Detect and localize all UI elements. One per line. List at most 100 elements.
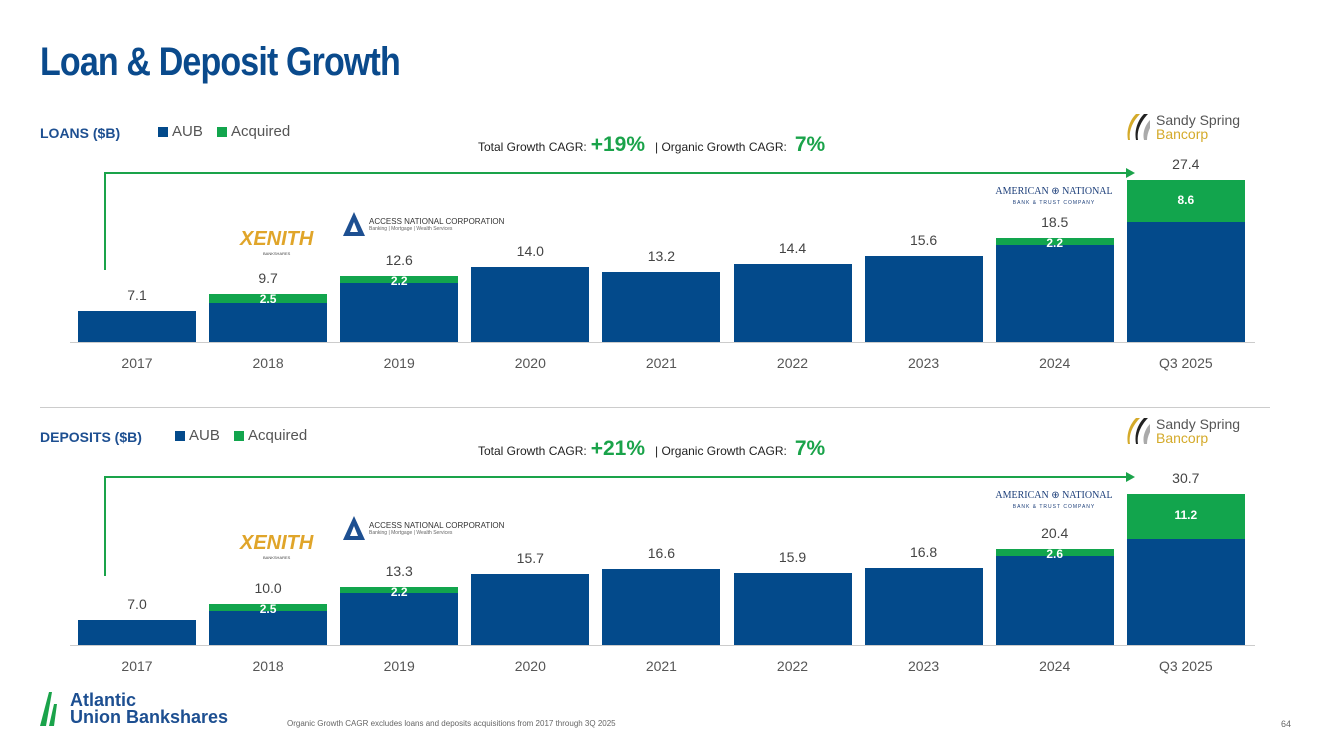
section-title: LOANS ($B) — [40, 125, 121, 141]
total-cagr-label: Total Growth CAGR: — [478, 444, 587, 458]
legend-label: AUB — [189, 427, 220, 444]
total-value-label: 30.7 — [1172, 470, 1200, 487]
acquired-value-label: 2.5 — [259, 602, 277, 617]
sandy-spring-logo: Sandy Spring Bancorp — [1126, 417, 1240, 445]
total-value-label: 14.0 — [516, 242, 544, 259]
bar-acquired — [1126, 180, 1245, 222]
bar-aub — [995, 556, 1114, 645]
x-tick-label: 2023 — [908, 355, 940, 371]
legend-label: AUB — [172, 123, 203, 140]
access-sub: Banking | Mortgage | Wealth Services — [369, 529, 453, 536]
bar-aub — [733, 264, 852, 342]
legend-swatch-acquired — [217, 126, 227, 137]
total-cagr-label: Total Growth CAGR: — [478, 140, 587, 154]
sandy-spring-sub: Bancorp — [1156, 126, 1209, 142]
total-value-label: 14.4 — [778, 240, 807, 257]
x-tick-label: 2024 — [1039, 658, 1071, 674]
arrow-head-icon — [1126, 168, 1135, 178]
legend-aub: AUB — [175, 427, 220, 444]
legend-swatch-acquired — [234, 430, 244, 441]
american-name: AMERICAN ⊕ NATIONAL — [995, 490, 1113, 501]
total-value-label: 7.1 — [127, 287, 147, 304]
organic-cagr-label: | Organic Growth CAGR: — [655, 444, 787, 458]
page-number: 64 — [1281, 719, 1292, 729]
american-sub: BANK & TRUST COMPANY — [1012, 200, 1096, 206]
legend-swatch-aub — [175, 430, 185, 441]
sandy-spring-sub: Bancorp — [1156, 430, 1209, 446]
xenith-sub: BANKSHARES — [263, 251, 291, 256]
total-value-label: 27.4 — [1172, 156, 1200, 173]
x-tick-label: 2021 — [645, 658, 677, 674]
bar-aub — [602, 568, 721, 645]
sandy-spring-name: Sandy Spring — [1156, 416, 1241, 432]
section-divider — [40, 407, 1270, 408]
acquired-value-label: 2.2 — [390, 273, 408, 288]
bar-acquired — [209, 604, 328, 612]
total-value-label: 18.5 — [1041, 213, 1069, 230]
x-axis — [70, 645, 1255, 646]
bar-aub — [1126, 538, 1245, 645]
american-national-logo: AMERICAN ⊕ NATIONAL BANK & TRUST COMPANY — [995, 186, 1113, 206]
bar-aub — [602, 271, 721, 342]
x-axis — [70, 342, 1255, 343]
american-sub: BANK & TRUST COMPANY — [1012, 504, 1096, 510]
total-value-label: 20.4 — [1041, 524, 1069, 541]
bar-aub — [471, 573, 590, 645]
x-tick-label: 2021 — [645, 355, 677, 371]
organic-cagr-label: | Organic Growth CAGR: — [655, 140, 787, 154]
xenith-name: XENITH — [240, 532, 314, 554]
acquired-value-label: 2.2 — [390, 584, 408, 599]
x-tick-label: 2023 — [908, 658, 940, 674]
acquired-value-label: 8.6 — [1177, 193, 1195, 208]
xenith-logo: XENITH BANKSHARES — [240, 532, 313, 560]
access-national-logo: ACCESS NATIONAL CORPORATION Banking | Mor… — [343, 212, 504, 236]
legend-acquired: Acquired — [217, 123, 290, 140]
bar-aub — [995, 245, 1114, 342]
atlantic-union-mark-icon — [40, 692, 57, 726]
total-value-label: 15.6 — [909, 232, 938, 249]
x-tick-label: Q3 2025 — [1158, 355, 1213, 371]
growth-bracket — [104, 476, 1128, 576]
acquired-value-label: 2.6 — [1046, 546, 1064, 561]
total-value-label: 10.0 — [254, 580, 282, 597]
organic-cagr-value: 7% — [794, 437, 826, 460]
x-tick-label: 2018 — [252, 355, 284, 371]
sandy-spring-name: Sandy Spring — [1156, 112, 1241, 128]
acquired-value-label: 2.2 — [1046, 235, 1064, 250]
bar-acquired — [209, 294, 328, 304]
page-title: Loan & Deposit Growth — [40, 40, 401, 84]
xenith-name: XENITH — [240, 228, 314, 250]
total-value-label: 15.9 — [778, 548, 807, 565]
bar-aub — [471, 266, 590, 342]
arrow-head-icon — [1126, 472, 1135, 482]
american-national-logo: AMERICAN ⊕ NATIONAL BANK & TRUST COMPANY — [995, 490, 1113, 510]
total-cagr-value: +21% — [590, 437, 645, 460]
x-tick-label: 2017 — [121, 355, 153, 371]
bar-aub — [78, 620, 196, 645]
american-name: AMERICAN ⊕ NATIONAL — [995, 186, 1113, 197]
company-name-line1: Atlantic — [70, 690, 137, 710]
access-sub: Banking | Mortgage | Wealth Services — [369, 225, 453, 232]
company-logo: Atlantic Union Bankshares — [40, 690, 229, 727]
legend-swatch-aub — [158, 126, 168, 137]
total-value-label: 13.2 — [647, 247, 676, 264]
access-mark-icon — [343, 212, 365, 236]
organic-cagr-value: 7% — [794, 133, 826, 156]
x-tick-label: 2019 — [383, 658, 415, 674]
acquired-value-label: 11.2 — [1174, 508, 1198, 523]
x-tick-label: 2022 — [776, 355, 809, 371]
bar-acquired — [995, 237, 1114, 246]
company-name-line2: Union Bankshares — [70, 707, 229, 727]
x-tick-label: 2020 — [514, 355, 546, 371]
x-tick-label: 2017 — [121, 658, 153, 674]
footnote: Organic Growth CAGR excludes loans and d… — [287, 719, 616, 728]
bar-acquired — [340, 275, 459, 284]
legend-label: Acquired — [231, 123, 291, 140]
total-value-label: 15.7 — [516, 549, 544, 566]
bar-acquired — [340, 586, 459, 593]
bar-aub — [78, 311, 196, 342]
growth-bracket — [104, 172, 1128, 270]
x-tick-label: 2019 — [383, 355, 415, 371]
total-value-label: 16.6 — [647, 544, 676, 561]
cagr-summary: Total Growth CAGR: +19% | Organic Growth C… — [478, 133, 825, 157]
